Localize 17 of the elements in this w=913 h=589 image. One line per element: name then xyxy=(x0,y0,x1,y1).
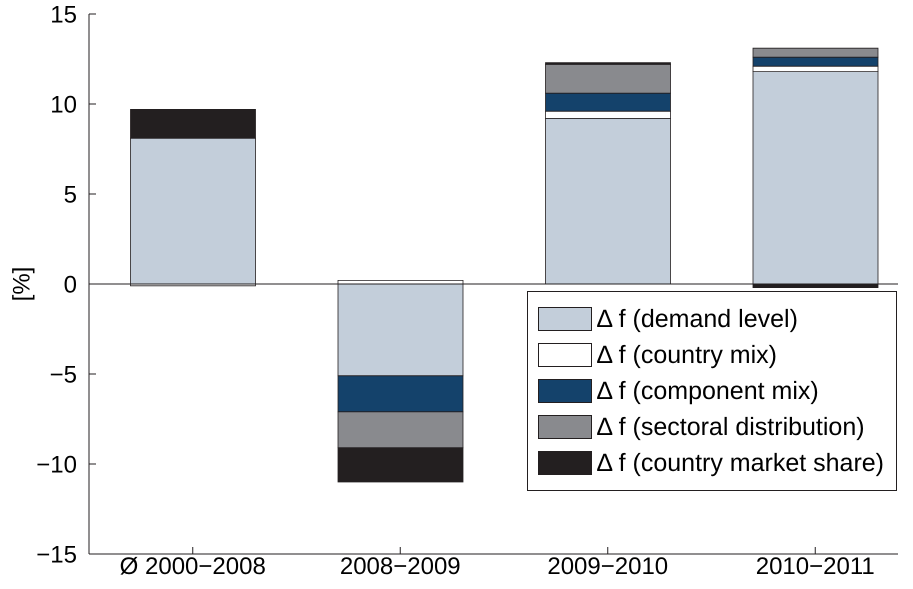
x-tick-label: 2010−2011 xyxy=(756,553,875,580)
y-tick-label: 10 xyxy=(50,92,77,119)
y-axis-title: [%] xyxy=(8,266,36,302)
legend-label: Δ f (sectoral distribution) xyxy=(596,412,865,440)
y-tick-label: −5 xyxy=(50,362,77,389)
x-tick-label: Ø 2000−2008 xyxy=(120,553,266,580)
y-tick-label: 5 xyxy=(64,182,77,209)
legend-label: Δ f (demand level) xyxy=(596,304,798,332)
legend-label: Δ f (country market share) xyxy=(596,448,884,476)
y-tick-label: 15 xyxy=(50,2,77,29)
x-tick-label: 2008−2009 xyxy=(340,553,461,580)
legend-label: Δ f (component mix) xyxy=(596,376,819,404)
y-tick-label: −10 xyxy=(36,452,77,479)
x-tick-label: 2009−2010 xyxy=(547,553,668,580)
y-tick-label: −15 xyxy=(36,542,77,569)
legend-label: Δ f (country mix) xyxy=(596,340,777,368)
y-tick-label: 0 xyxy=(64,272,77,299)
